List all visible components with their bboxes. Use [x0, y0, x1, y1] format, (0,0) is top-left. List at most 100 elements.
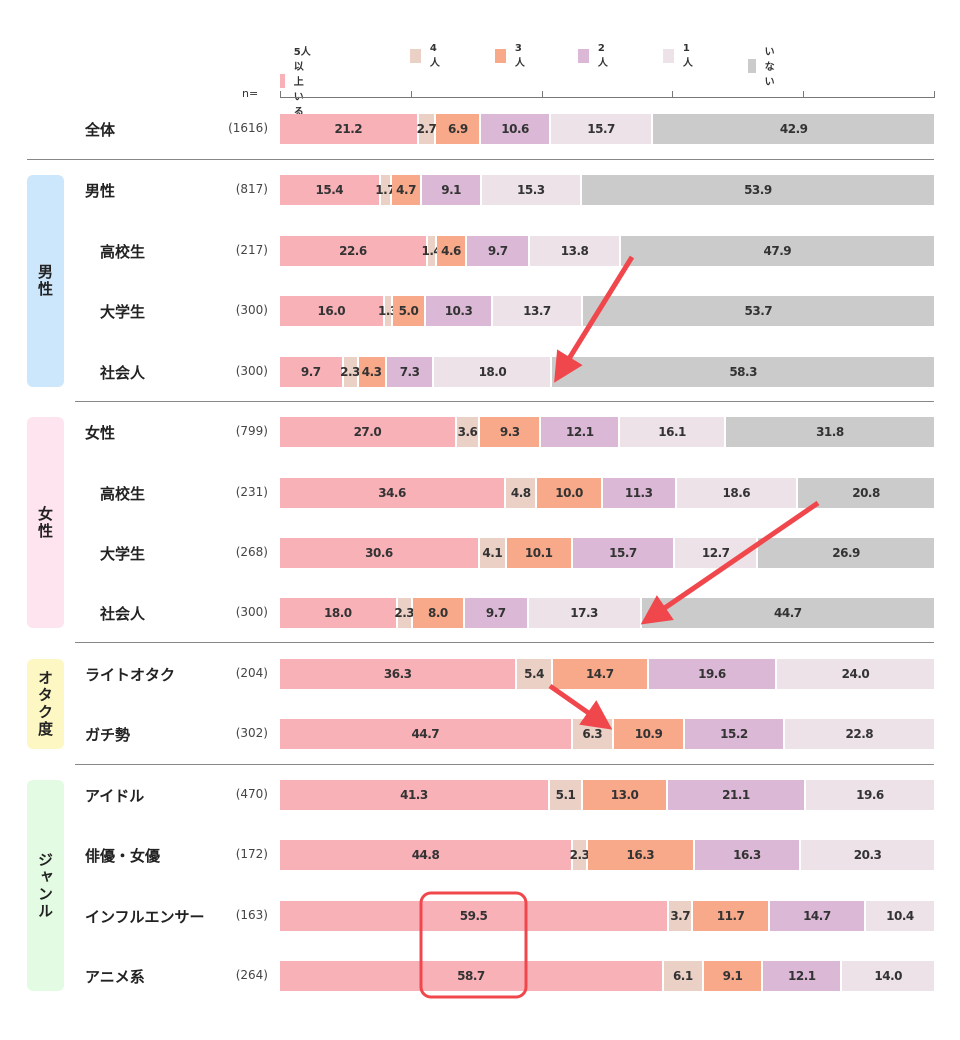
bar-segment: 7.3	[386, 357, 435, 387]
group-separator	[75, 764, 934, 765]
stacked-bar: 9.7 2.3 4.3 7.3 18.0 58.3	[280, 357, 934, 387]
bar-segment: 27.0	[280, 417, 457, 447]
bar-segment: 4.1	[479, 538, 507, 568]
row-n: (470)	[235, 787, 268, 801]
bar-segment: 9.7	[465, 598, 529, 628]
row-label: 社会人	[100, 605, 146, 623]
row-n: (799)	[235, 424, 268, 438]
table-row: アニメ系 (264) 58.7 6.1 9.1 12.1 14.0	[0, 961, 960, 991]
axis-tick	[410, 91, 412, 98]
bar-segment: 18.6	[676, 478, 799, 508]
stacked-bar: 16.0 1.3 5.0 10.3 13.7 53.7	[280, 296, 934, 326]
row-n: (817)	[235, 182, 268, 196]
bar-segment: 2.3	[340, 357, 360, 387]
stacked-bar: 44.8 2.3 16.3 16.3 20.3	[280, 840, 934, 870]
bar-segment: 13.7	[493, 296, 583, 326]
row-label: 高校生	[100, 243, 146, 261]
row-n: (231)	[235, 485, 268, 499]
arrow-annotation	[554, 255, 635, 383]
legend-label: いない	[764, 47, 775, 88]
bar-segment: 15.3	[481, 175, 582, 205]
group-label: ジャンル	[27, 780, 64, 991]
table-row: ライトオタク (204) 36.3 5.4 14.7 19.6 24.0	[0, 659, 960, 689]
bar-segment: 44.8	[280, 840, 573, 870]
row-n: (163)	[235, 908, 268, 922]
bar-segment: 20.8	[798, 478, 934, 508]
bar-segment: 15.4	[280, 175, 381, 205]
arrow-annotation	[640, 500, 820, 625]
bar-segment: 30.6	[280, 538, 480, 568]
bar-segment: 10.3	[425, 296, 494, 326]
row-label: 大学生	[100, 303, 146, 321]
bar-segment: 4.6	[436, 236, 468, 266]
legend-label: 3人	[514, 43, 525, 69]
bar-segment: 6.9	[436, 114, 482, 144]
table-row: 社会人 (300) 9.7 2.3 4.3 7.3 18.0 58.3	[0, 357, 960, 387]
bar-segment: 16.3	[694, 840, 802, 870]
legend-label: 1人	[682, 43, 693, 69]
bar-segment: 53.7	[582, 296, 934, 326]
bar-segment: 13.8	[530, 236, 621, 266]
bar-segment: 10.9	[613, 719, 686, 749]
row-label: 高校生	[100, 485, 146, 503]
bar-segment: 18.0	[280, 598, 398, 628]
legend-swatch	[748, 58, 756, 73]
row-label: アニメ系	[85, 968, 145, 986]
legend-swatch	[578, 49, 589, 63]
bar-segment: 10.4	[865, 901, 934, 931]
row-n: (302)	[235, 726, 268, 740]
group-separator	[27, 159, 934, 160]
row-label: 大学生	[100, 545, 146, 563]
axis-tick	[280, 91, 281, 98]
legend-item: 3人	[495, 43, 528, 69]
bar-segment: 41.3	[280, 780, 550, 810]
row-label: 社会人	[100, 364, 146, 382]
bar-segment: 8.0	[412, 598, 466, 628]
axis-tick	[541, 91, 543, 98]
table-row: 女性 (799) 27.0 3.6 9.3 12.1 16.1 31.8	[0, 417, 960, 447]
bar-segment: 9.1	[703, 961, 764, 991]
bar-segment: 21.2	[280, 114, 419, 144]
bar-segment: 36.3	[280, 659, 518, 689]
group-separator	[75, 401, 934, 402]
bar-segment: 14.7	[769, 901, 866, 931]
stacked-bar: 22.6 1.4 4.6 9.7 13.8 47.9	[280, 236, 934, 266]
row-n: (172)	[235, 847, 268, 861]
legend-swatch	[280, 73, 285, 88]
bar-segment: 15.7	[572, 538, 676, 568]
row-n: (300)	[235, 303, 268, 317]
bar-segment: 9.3	[480, 417, 542, 447]
n-axis-label: n=	[242, 87, 259, 100]
legend-label: 4人	[429, 43, 440, 69]
bar-segment: 13.0	[583, 780, 669, 810]
axis-tick	[934, 91, 935, 98]
row-label: 俳優・女優	[85, 847, 161, 865]
bar-segment: 1.7	[375, 175, 396, 205]
bar-segment: 22.8	[784, 719, 934, 749]
stacked-bar: 18.0 2.3 8.0 9.7 17.3 44.7	[280, 598, 934, 628]
stacked-bar: 30.6 4.1 10.1 15.7 12.7 26.9	[280, 538, 934, 568]
bar-segment: 2.3	[570, 840, 590, 870]
row-n: (300)	[235, 605, 268, 619]
bar-segment: 17.3	[528, 598, 642, 628]
bar-segment: 6.1	[663, 961, 704, 991]
legend-item: いない	[748, 43, 781, 88]
bar-segment: 5.4	[517, 659, 553, 689]
row-label: 女性	[85, 424, 116, 442]
bar-segment: 2.3	[394, 598, 415, 628]
stacked-bar: 41.3 5.1 13.0 21.1 19.6	[280, 780, 934, 810]
bar-segment: 4.7	[391, 175, 423, 205]
axis-tick	[803, 91, 805, 98]
x-axis-line	[280, 97, 934, 98]
row-label: 全体	[85, 121, 116, 139]
bar-segment: 15.7	[550, 114, 654, 144]
bar-segment: 53.9	[581, 175, 934, 205]
stacked-bar: 15.4 1.7 4.7 9.1 15.3 53.9	[280, 175, 934, 205]
legend-item: 4人	[410, 43, 443, 69]
bar-segment: 16.3	[588, 840, 695, 870]
bar-segment: 14.7	[552, 659, 649, 689]
bar-segment: 20.3	[801, 840, 934, 870]
group-label: オタク度	[27, 659, 64, 749]
